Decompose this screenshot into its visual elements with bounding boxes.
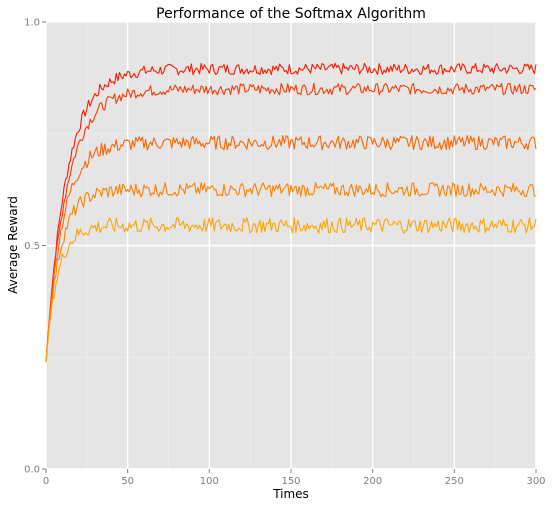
x-tick-label: 150 bbox=[281, 476, 300, 487]
series-line-3 bbox=[45, 135, 537, 362]
series-line-2 bbox=[45, 82, 537, 362]
series-line-1 bbox=[45, 62, 537, 362]
y-tick-label: 0.0 bbox=[24, 465, 40, 476]
chart-title: Performance of the Softmax Algorithm bbox=[156, 6, 426, 22]
x-tick-label: 300 bbox=[526, 476, 545, 487]
x-tick-label: 50 bbox=[121, 476, 134, 487]
y-tick-label: 1.0 bbox=[24, 18, 40, 29]
x-tick-label: 0 bbox=[43, 476, 49, 487]
series-line-4 bbox=[45, 182, 537, 362]
x-tick-label: 250 bbox=[445, 476, 464, 487]
x-tick-label: 200 bbox=[363, 476, 382, 487]
series-line-5 bbox=[45, 216, 537, 362]
x-tick-label: 100 bbox=[200, 476, 219, 487]
x-axis-title: Times bbox=[272, 487, 309, 501]
series-lines bbox=[45, 62, 537, 362]
x-axis: 0 50 100 150 200 250 300 bbox=[43, 469, 546, 487]
y-axis: 0.0 0.5 1.0 bbox=[24, 18, 46, 476]
y-axis-title: Average Reward bbox=[6, 196, 20, 294]
y-tick-label: 0.5 bbox=[24, 241, 40, 252]
